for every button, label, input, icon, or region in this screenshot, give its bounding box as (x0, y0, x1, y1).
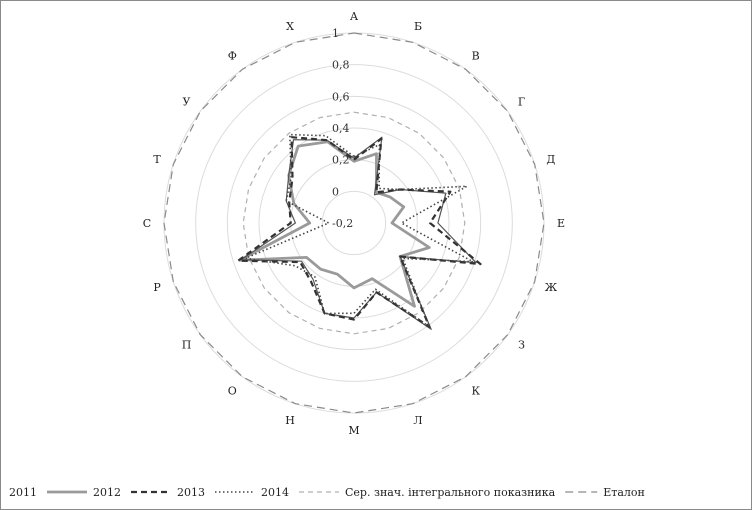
category-label: Ф (228, 50, 237, 63)
tick-label: 0 (332, 185, 339, 198)
category-label: Ж (545, 281, 558, 294)
category-label: К (471, 385, 480, 398)
category-label: Н (285, 414, 295, 427)
series-lines (163, 32, 545, 414)
tick-label: 0,2 (332, 154, 350, 167)
tick-label: 0,4 (332, 122, 350, 135)
tick-label: -0,2 (332, 217, 353, 230)
legend-label: Еталон (603, 486, 645, 499)
category-label: У (183, 95, 191, 108)
radial-tick-labels: -0,2 0 0,2 0,4 0,6 0,8 1 (332, 27, 353, 230)
legend-label: Сер. знач. інтегрального показника (345, 486, 556, 499)
category-label: Е (557, 217, 565, 230)
category-label: Д (546, 153, 555, 166)
category-labels: А Б В Г Д Е Ж З К Л М Н О П Р С Т У Ф Х (143, 10, 565, 437)
legend-label: 2011 (9, 486, 37, 499)
series-line-еталон (163, 32, 545, 414)
series-line-2013 (237, 136, 482, 328)
legend: 2011 2012 2013 2014 Сер. знач. інтегрального… (9, 486, 645, 499)
grid-ring (195, 64, 513, 382)
category-label: Х (286, 20, 294, 33)
category-label: С (143, 217, 151, 230)
category-label: Т (153, 153, 161, 166)
category-label: М (348, 424, 359, 437)
legend-label: 2014 (261, 486, 289, 499)
category-label: А (350, 10, 359, 23)
category-label: З (518, 339, 525, 352)
category-label: Р (153, 281, 161, 294)
category-label: П (182, 339, 192, 352)
tick-label: 1 (332, 27, 339, 40)
grid-ring (321, 190, 387, 256)
series-line-2011 (240, 136, 477, 330)
tick-label: 0,6 (332, 90, 350, 103)
category-label: Л (413, 414, 422, 427)
series-line-сер-знач-інтегрального-показника (242, 111, 466, 335)
tick-label: 0,8 (332, 59, 350, 72)
legend-label: 2012 (93, 486, 121, 499)
grid-ring (226, 95, 482, 351)
category-label: Б (414, 20, 422, 33)
legend-label: 2013 (177, 486, 205, 499)
category-label: Г (518, 95, 525, 108)
category-label: О (228, 385, 237, 398)
category-label: В (472, 50, 480, 63)
